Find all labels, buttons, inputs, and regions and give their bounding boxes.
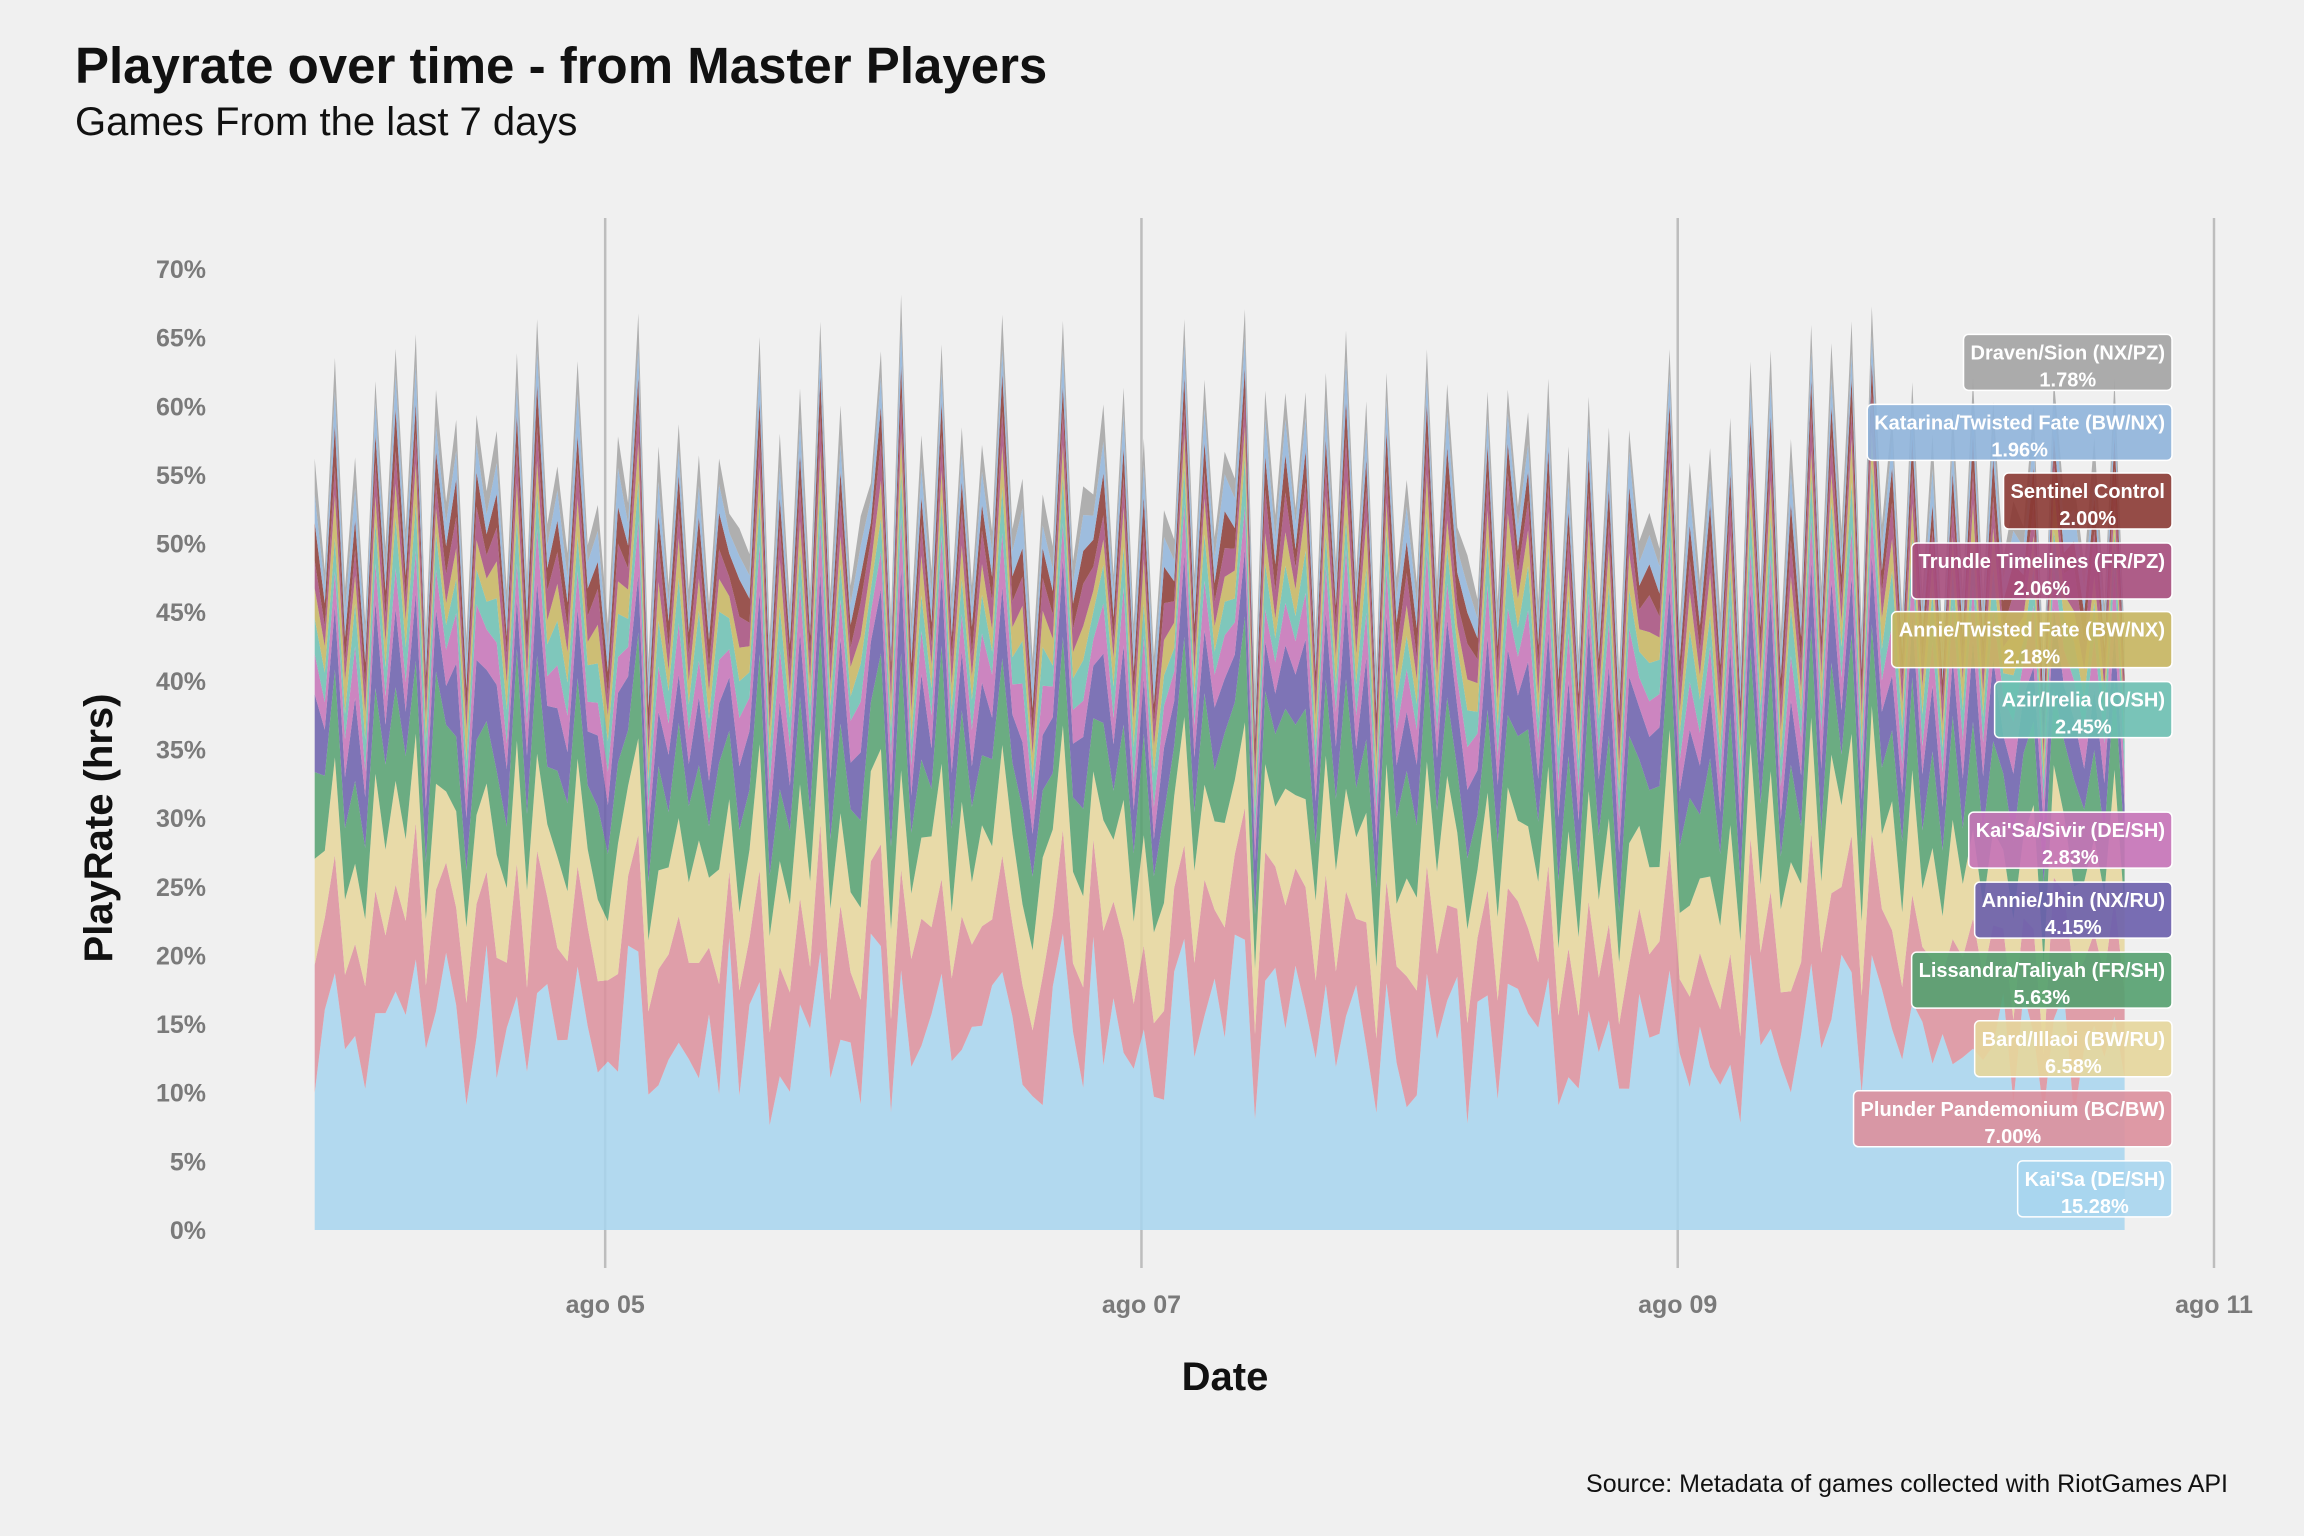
series-label-value: 5.63%: [2013, 987, 2070, 1009]
y-tick-label: 55%: [156, 462, 206, 490]
y-tick-label: 50%: [156, 531, 206, 559]
series-label-box: [1973, 1020, 2173, 1078]
y-axis-ticks: 0% 5% 10% 15% 20% 25% 30% 35% 40% 45% 50% 55% 60% 65%…: [156, 256, 206, 1245]
y-tick-label: 0%: [170, 1217, 206, 1245]
x-axis-ticks: ago 05 ago 07 ago 09 ago 11: [566, 1291, 2253, 1319]
y-tick-label: 35%: [156, 737, 206, 765]
series-label-name: Kai'Sa/Sivir (DE/SH): [1976, 820, 2165, 842]
area-series-8: [314, 392, 2125, 785]
chart-subtitle: Games From the last 7 days: [75, 100, 578, 144]
series-label: Annie/Twisted Fate (BW/NX) 2.18%: [1890, 610, 2173, 669]
y-tick-label: 20%: [156, 942, 206, 970]
y-tick-label: 25%: [156, 874, 206, 902]
series-label-box: [1962, 333, 2173, 392]
series-label-name: Kai'Sa (DE/SH): [2025, 1169, 2165, 1191]
series-label-value: 2.83%: [2042, 847, 2099, 869]
series-label-value: 4.15%: [2045, 917, 2102, 939]
series-label-name: Lissandra/Taliyah (FR/SH): [1919, 960, 2165, 982]
area-series-1: [314, 807, 2125, 1126]
area-series-5: [314, 504, 2125, 862]
y-tick-label: 30%: [156, 805, 206, 833]
x-tick-label: ago 09: [1638, 1291, 1717, 1319]
series-label: Draven/Sion (NX/PZ) 1.78%: [1962, 333, 2173, 392]
y-tick-label: 65%: [156, 325, 206, 353]
y-tick-label: 5%: [170, 1148, 206, 1176]
area-series-3: [314, 616, 2125, 969]
series-label-name: Katarina/Twisted Fate (BW/NX): [1874, 412, 2165, 434]
series-label-name: Annie/Twisted Fate (BW/NX): [1899, 620, 2165, 642]
series-label: Trundle Timelines (FR/PZ) 2.06%: [1910, 542, 2173, 600]
series-label-value: 2.45%: [2055, 717, 2112, 739]
area-series-10: [314, 325, 2125, 740]
series-label: Plunder Pandemonium (BC/BW) 7.00%: [1852, 1090, 2173, 1148]
series-label-value: 7.00%: [1984, 1126, 2041, 1148]
series-label-box: [1910, 951, 2173, 1009]
series-label-value: 2.06%: [2013, 578, 2070, 600]
series-label-box: [2016, 1160, 2173, 1218]
series-label-value: 2.18%: [2003, 647, 2060, 669]
series-label: Kai'Sa/Sivir (DE/SH) 2.83%: [1967, 811, 2173, 869]
series-label-value: 6.58%: [2045, 1056, 2102, 1078]
y-tick-label: 10%: [156, 1080, 206, 1108]
area-series-2: [314, 706, 2125, 1055]
series-label-box: [1852, 1090, 2173, 1148]
chart-title: Playrate over time - from Master Players: [75, 37, 1048, 94]
y-axis-title: PlayRate (hrs): [77, 694, 121, 963]
series-label-value: 1.96%: [1991, 439, 2048, 461]
series-label-box: [1993, 680, 2173, 739]
area-series-7: [314, 426, 2125, 809]
series-label-name: Plunder Pandemonium (BC/BW): [1861, 1099, 2165, 1121]
series-label-box: [1967, 811, 2173, 869]
y-tick-label: 15%: [156, 1011, 206, 1039]
series-label: Kai'Sa (DE/SH) 15.28%: [2016, 1160, 2173, 1218]
series-label: Annie/Jhin (NX/RU) 4.15%: [1973, 881, 2173, 939]
series-label-value: 15.28%: [2061, 1196, 2129, 1218]
x-tick-label: ago 11: [2175, 1291, 2253, 1319]
series-labels: Draven/Sion (NX/PZ) 1.78% Katarina/Twisted…: [1852, 333, 2173, 1218]
area-series-9: [314, 362, 2125, 766]
series-label: Sentinel Control 2.00%: [2002, 472, 2173, 530]
series-label: Bard/Illaoi (BW/RU) 6.58%: [1973, 1020, 2173, 1078]
series-label-value: 2.00%: [2059, 508, 2116, 530]
series-label: Katarina/Twisted Fate (BW/NX) 1.96%: [1866, 403, 2173, 462]
series-label-name: Azir/Irelia (IO/SH): [2002, 690, 2165, 712]
series-label-name: Trundle Timelines (FR/PZ): [1919, 551, 2165, 573]
series-label: Lissandra/Taliyah (FR/SH) 5.63%: [1910, 951, 2173, 1009]
x-tick-label: ago 07: [1102, 1291, 1181, 1319]
x-tick-label: ago 05: [566, 1291, 645, 1319]
series-label-box: [2002, 472, 2173, 530]
area-series-0: [314, 933, 2125, 1230]
y-tick-label: 45%: [156, 599, 206, 627]
area-series-4: [314, 549, 2125, 915]
series-label-box: [1890, 610, 2173, 669]
series-label-name: Annie/Jhin (NX/RU): [1982, 890, 2165, 912]
series-label-name: Bard/Illaoi (BW/RU): [1982, 1029, 2165, 1051]
area-series: [314, 294, 2125, 1230]
series-label-name: Sentinel Control: [2011, 481, 2165, 503]
series-label: Azir/Irelia (IO/SH) 2.45%: [1993, 680, 2173, 739]
series-label-box: [1910, 542, 2173, 600]
source-caption: Source: Metadata of games collected with…: [1586, 1470, 2228, 1498]
series-label-box: [1866, 403, 2173, 462]
series-label-name: Draven/Sion (NX/PZ): [1971, 342, 2165, 364]
y-tick-label: 40%: [156, 668, 206, 696]
area-series-6: [314, 457, 2125, 835]
y-tick-label: 70%: [156, 256, 206, 284]
series-label-value: 1.78%: [2039, 369, 2096, 391]
y-tick-label: 60%: [156, 393, 206, 421]
area-series-11: [314, 294, 2125, 720]
x-axis-title: Date: [1182, 1355, 1269, 1399]
series-label-box: [1973, 881, 2173, 939]
